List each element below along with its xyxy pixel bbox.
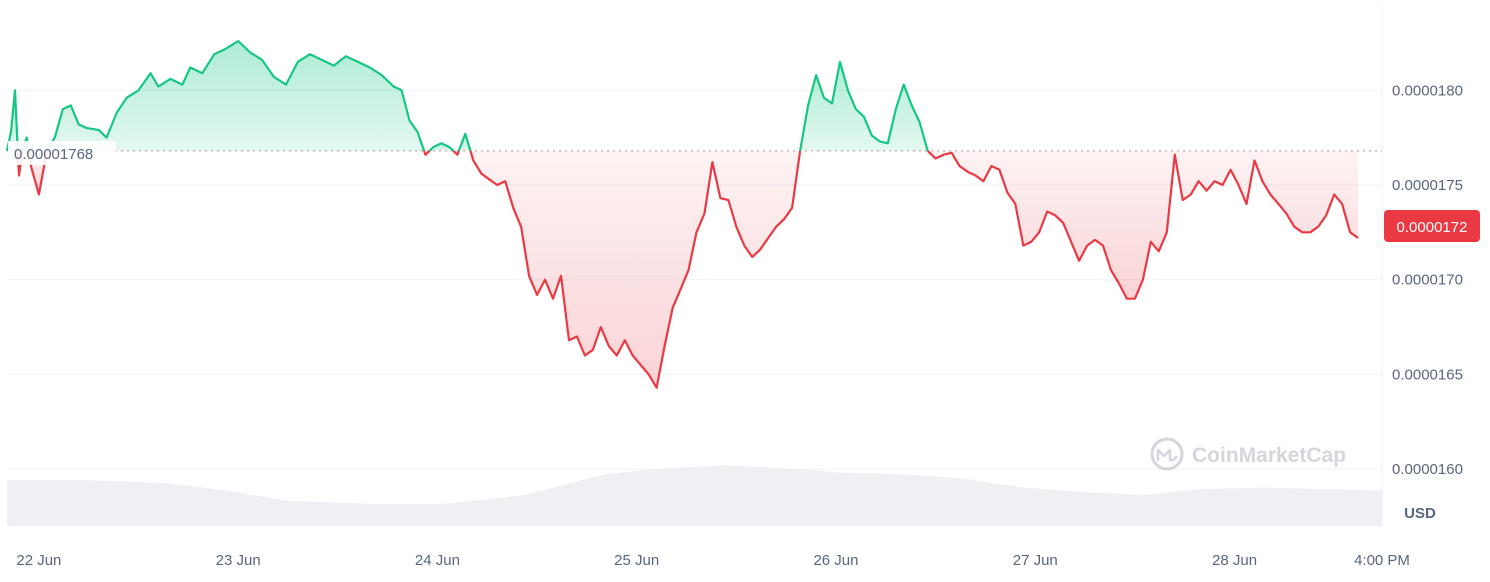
area-above-open <box>429 143 454 151</box>
price-line-down <box>926 150 1359 300</box>
price-area-fills <box>7 41 1359 388</box>
y-tick-label: 0.0000175 <box>1392 177 1463 194</box>
x-tick-label: 26 Jun <box>813 552 858 569</box>
x-tick-label: 22 Jun <box>16 552 61 569</box>
x-axis-ticks: 22 Jun 23 Jun 24 Jun 25 Jun 26 Jun 27 Jun 28 J… <box>16 552 1410 569</box>
y-tick-label: 0.0000170 <box>1392 272 1463 289</box>
price-line-up <box>45 39 426 152</box>
price-line-down <box>452 150 460 156</box>
volume-area <box>7 465 1382 526</box>
svg-text:CoinMarketCap: CoinMarketCap <box>1192 444 1346 467</box>
coinmarketcap-watermark: CoinMarketCap <box>1150 437 1346 471</box>
area-below-open <box>927 150 1359 299</box>
price-line-up <box>457 132 472 152</box>
x-tick-label: 23 Jun <box>216 552 261 569</box>
price-line-down <box>423 150 431 156</box>
area-below-open <box>470 150 801 388</box>
y-axis-ticks: 0.0000180 0.0000175 0.0000170 0.0000165 0.00… <box>1392 82 1463 478</box>
x-tick-label: 25 Jun <box>614 552 659 569</box>
y-tick-label: 0.0000160 <box>1392 461 1463 478</box>
area-above-open <box>800 61 928 151</box>
x-tick-label: 4:00 PM <box>1354 552 1410 569</box>
price-line-up <box>428 142 455 152</box>
svg-text:0.0000172: 0.0000172 <box>1397 219 1468 236</box>
volume-fill <box>7 465 1382 526</box>
coinmarketcap-logo-icon <box>1150 437 1184 471</box>
y-tick-label: 0.0000165 <box>1392 366 1463 383</box>
x-tick-label: 24 Jun <box>415 552 460 569</box>
area-above-open <box>46 41 425 151</box>
x-tick-label: 27 Jun <box>1013 552 1058 569</box>
y-tick-label: 0.0000180 <box>1392 82 1463 99</box>
x-tick-label: 28 Jun <box>1212 552 1257 569</box>
price-lines <box>5 39 1359 389</box>
area-above-open <box>458 133 471 151</box>
open-price-label: 0.00001768 <box>8 141 116 165</box>
currency-unit-label: USD <box>1404 505 1436 522</box>
price-line-up <box>799 60 929 152</box>
current-price-badge: 0.0000172 <box>1384 210 1480 242</box>
svg-text:0.00001768: 0.00001768 <box>14 146 93 163</box>
price-line-down <box>469 150 802 389</box>
